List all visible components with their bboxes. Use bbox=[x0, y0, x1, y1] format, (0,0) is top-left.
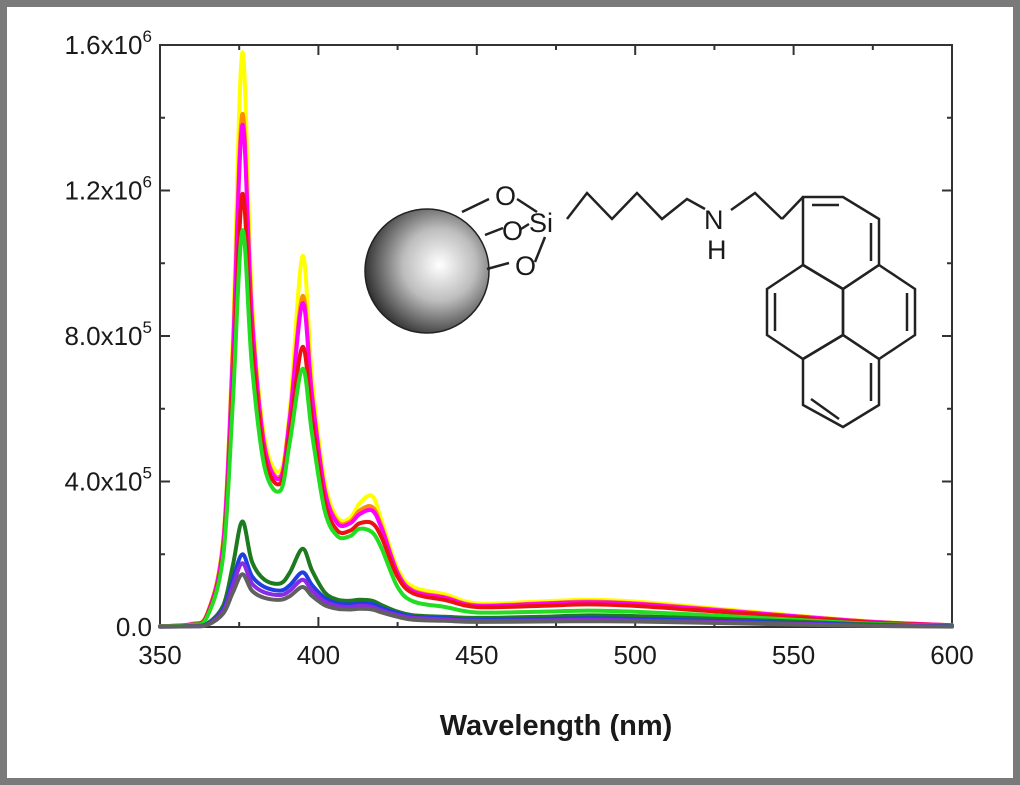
x-tick-label: 450 bbox=[455, 640, 498, 670]
series-line-6 bbox=[158, 519, 954, 629]
x-tick-label: 550 bbox=[772, 640, 815, 670]
nitrogen-label: N bbox=[704, 205, 724, 235]
x-tick-label: 600 bbox=[930, 640, 973, 670]
series-line-1 bbox=[158, 50, 954, 629]
y-tick-mantissa: 1.6x10 bbox=[64, 30, 142, 60]
y-tick-mantissa: 4.0x10 bbox=[64, 467, 142, 497]
silica-nanoparticle-sphere bbox=[364, 208, 490, 334]
series-line-3 bbox=[158, 122, 954, 629]
y-tick-label: 8.0x105 bbox=[64, 318, 152, 351]
hydrogen-label: H bbox=[707, 235, 727, 265]
y-tick-exponent: 5 bbox=[143, 318, 152, 337]
bond-o1-si bbox=[516, 197, 538, 214]
y-tick-exponent: 6 bbox=[143, 173, 152, 192]
x-tick-label: 350 bbox=[138, 640, 181, 670]
x-tick-label: 500 bbox=[614, 640, 657, 670]
y-tick-label: 1.2x106 bbox=[64, 173, 152, 206]
propyl-chain bbox=[566, 191, 706, 221]
y-tick-exponent: 6 bbox=[143, 27, 152, 46]
x-tick-labels: 350 400 450 500 550 600 bbox=[138, 640, 973, 670]
y-tick-mantissa: 1.2x10 bbox=[64, 176, 142, 206]
y-tick-mantissa: 8.0x10 bbox=[64, 321, 142, 351]
plot-frame bbox=[159, 44, 953, 628]
y-tick-label: 4.0x105 bbox=[64, 464, 152, 497]
series-line-4 bbox=[158, 192, 954, 629]
series-layer bbox=[158, 50, 954, 629]
x-tick-label: 400 bbox=[297, 640, 340, 670]
oxygen-3-label: O bbox=[515, 251, 536, 281]
series-line-9 bbox=[158, 572, 954, 629]
molecule-structure: O O O Si N H bbox=[364, 181, 917, 429]
bond-o2-si bbox=[520, 222, 530, 231]
axis-ticks bbox=[159, 44, 953, 628]
bond-sphere-o2 bbox=[484, 226, 504, 237]
bond-sphere-o1 bbox=[461, 197, 490, 214]
bond-o3-si bbox=[533, 236, 547, 263]
methylene-linker bbox=[730, 191, 783, 220]
oxygen-1-label: O bbox=[495, 181, 516, 211]
bond-sphere-o3 bbox=[486, 261, 510, 271]
y-tick-exponent: 5 bbox=[143, 464, 152, 483]
series-line-5 bbox=[158, 228, 954, 629]
y-tick-label: 1.6x106 bbox=[64, 27, 152, 60]
spectrum-chart: 350 400 450 500 550 600 0.04.0x1058.0x1051.2x… bbox=[64, 27, 973, 742]
oxygen-2-label: O bbox=[502, 216, 523, 246]
pyrene-rings bbox=[765, 195, 917, 429]
y-tick-label: 0.0 bbox=[116, 612, 152, 642]
x-axis-title: Wavelength (nm) bbox=[440, 710, 673, 742]
silicon-label: Si bbox=[529, 208, 553, 238]
y-tick-mantissa: 0.0 bbox=[116, 612, 152, 642]
series-line-2 bbox=[158, 112, 954, 629]
